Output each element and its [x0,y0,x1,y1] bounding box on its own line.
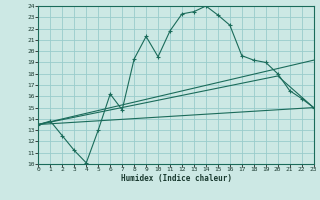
X-axis label: Humidex (Indice chaleur): Humidex (Indice chaleur) [121,174,231,183]
